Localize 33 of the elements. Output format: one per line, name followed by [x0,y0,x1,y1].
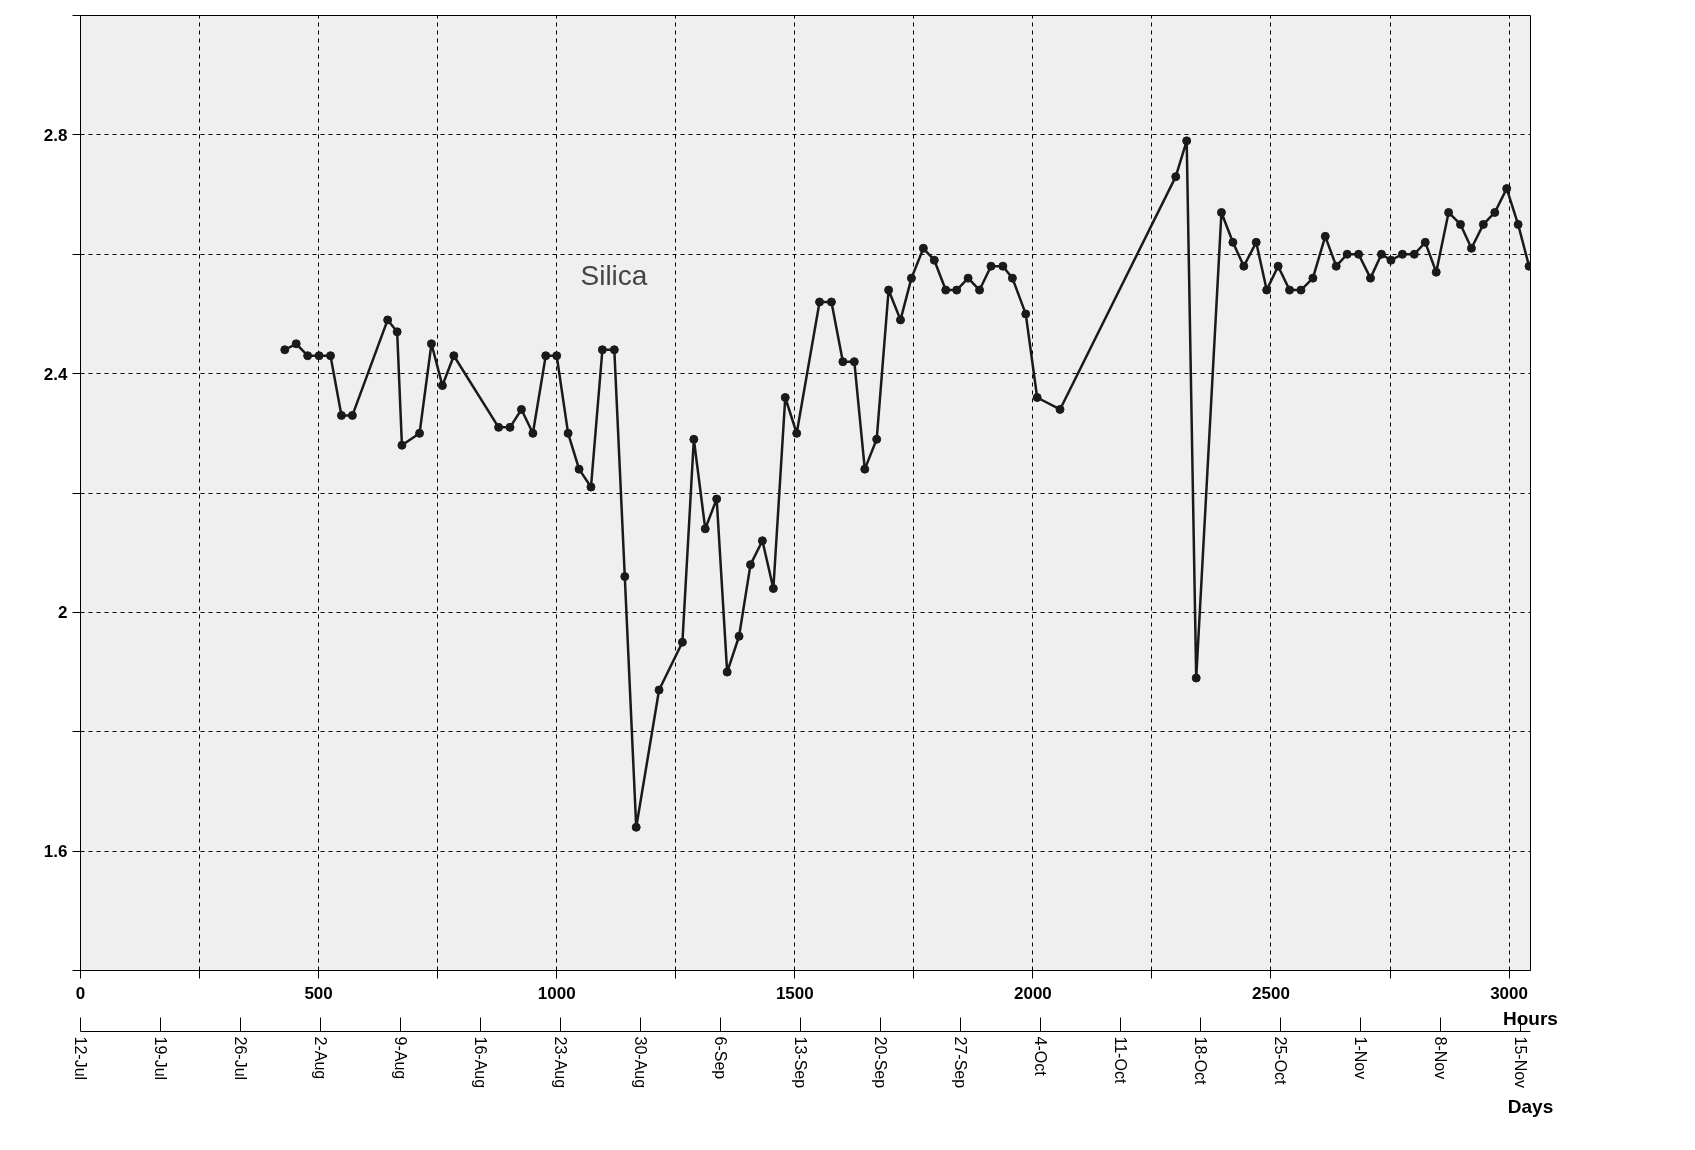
y-tick-label: 2.8 [43,125,68,145]
x2-tick-label: 11-Oct [1112,1036,1129,1084]
x2-tick-label: 9-Aug [392,1036,409,1080]
x2-tick-label: 25-Oct [1272,1036,1289,1086]
x-tick-label: 0 [75,983,86,1003]
x2-tick-label: 15-Nov [1512,1036,1529,1089]
x-tick-label: 2500 [1252,983,1290,1003]
annotation: Silica [580,259,648,291]
x-tick-label: 3000 [1490,983,1528,1003]
x2-tick-label: 30-Aug [632,1036,649,1089]
x2-tick-label: 12-Jul [72,1036,89,1081]
x2-tick-label: 23-Aug [552,1036,569,1089]
y-tick-label: 2 [58,603,68,623]
x2-tick-label: 20-Sep [872,1036,889,1089]
x2-tick-label: 2-Aug [312,1036,329,1080]
x2-tick-label: 19-Jul [152,1036,169,1081]
x2-axis-title: Days [1507,1096,1554,1118]
y-tick-label: 1.6 [43,842,68,862]
x2-tick-label: 6-Sep [712,1036,729,1080]
x2-tick-label: 27-Sep [952,1036,969,1089]
x2-tick-label: 4-Oct [1032,1036,1049,1077]
x-tick-label: 1000 [537,983,576,1003]
x2-tick-label: 16-Aug [472,1036,489,1089]
x2-tick-label: 13-Sep [792,1036,809,1089]
x-tick-label: 1500 [775,983,814,1003]
x2-tick-label: 8-Nov [1432,1036,1449,1080]
x2-tick-label: 18-Oct [1192,1036,1209,1086]
x2-tick-label: 26-Jul [232,1036,249,1081]
x-tick-label: 2000 [1013,983,1052,1003]
y-tick-label: 2.4 [43,364,69,384]
x-axis-title: Hours [1503,1007,1558,1029]
x2-tick-label: 1-Nov [1352,1036,1369,1080]
x-tick-label: 500 [304,983,333,1003]
